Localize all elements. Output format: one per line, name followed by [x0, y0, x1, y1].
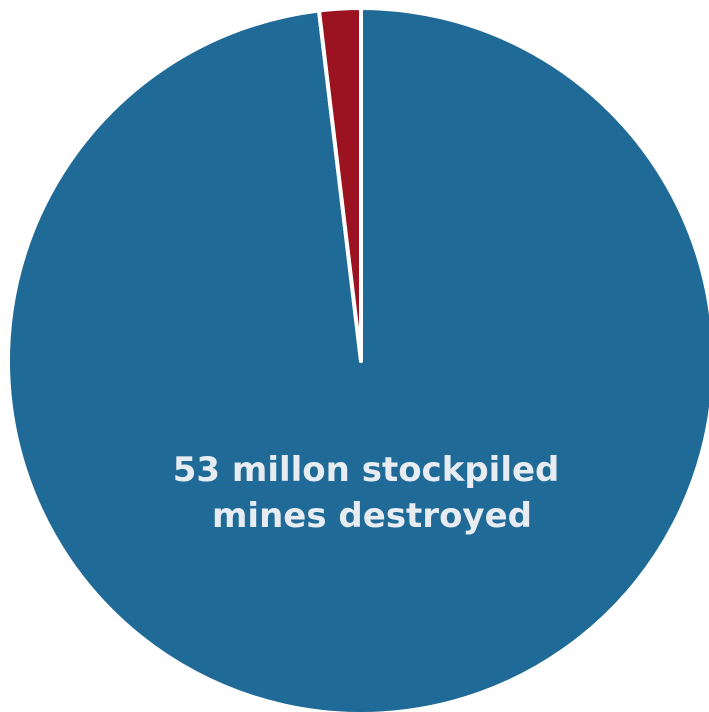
pie-slices	[6, 6, 709, 712]
slice-label-line-2: mines destroyed	[212, 496, 532, 536]
pie-slice-1	[6, 6, 709, 712]
pie-slice-2	[316, 6, 363, 363]
slice-label-destroyed: 53 millon stockpiled mines destroyed	[173, 450, 571, 536]
slice-label-line-1: 53 millon stockpiled	[173, 450, 560, 490]
